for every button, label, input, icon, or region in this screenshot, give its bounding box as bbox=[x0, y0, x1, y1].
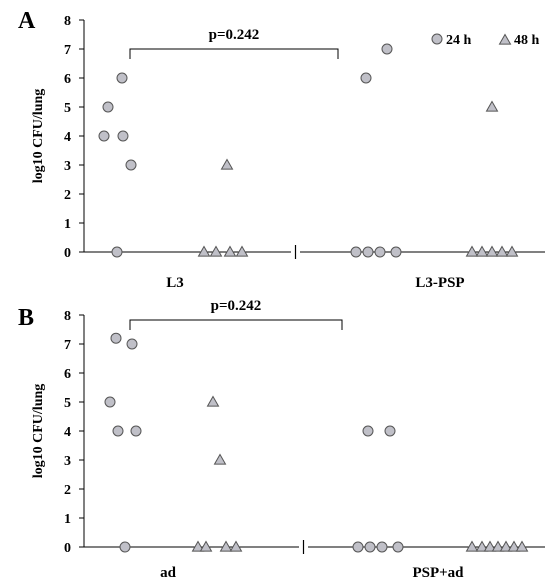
y-tick-label: 1 bbox=[64, 217, 71, 232]
y-axis-label: log10 CFU/lung bbox=[31, 384, 46, 479]
panel-label: B bbox=[18, 305, 34, 331]
data-point-48h bbox=[483, 540, 497, 552]
data-point-48h bbox=[491, 540, 505, 552]
data-point-24h bbox=[384, 425, 396, 437]
y-tick-label: 5 bbox=[64, 101, 71, 116]
y-tick-label: 0 bbox=[64, 246, 71, 261]
data-point-24h bbox=[110, 332, 122, 344]
y-tick-label: 6 bbox=[64, 367, 71, 382]
y-tick-label: 4 bbox=[64, 425, 71, 440]
data-point-24h bbox=[360, 72, 372, 84]
data-point-24h bbox=[119, 541, 131, 553]
data-point-48h bbox=[499, 540, 513, 552]
data-point-24h bbox=[350, 246, 362, 258]
data-point-48h bbox=[199, 540, 213, 552]
data-point-48h bbox=[209, 245, 223, 257]
data-point-48h bbox=[220, 158, 234, 170]
group-label: L3-PSP bbox=[415, 275, 464, 291]
y-tick-label: 1 bbox=[64, 512, 71, 527]
panel-label: A bbox=[18, 8, 36, 34]
y-tick-label: 2 bbox=[64, 188, 71, 203]
data-point-24h bbox=[376, 541, 388, 553]
data-point-24h bbox=[104, 396, 116, 408]
y-tick-label: 3 bbox=[64, 454, 71, 469]
data-point-24h bbox=[364, 541, 376, 553]
group-label: PSP+ad bbox=[412, 565, 464, 581]
data-point-24h bbox=[374, 246, 386, 258]
y-tick-label: 8 bbox=[64, 14, 71, 29]
data-point-24h bbox=[130, 425, 142, 437]
y-tick-label: 6 bbox=[64, 72, 71, 87]
data-point-24h bbox=[117, 130, 129, 142]
data-point-24h bbox=[116, 72, 128, 84]
data-point-48h bbox=[485, 245, 499, 257]
data-point-48h bbox=[213, 453, 227, 465]
significance-bracket bbox=[129, 319, 343, 330]
y-tick-label: 7 bbox=[64, 43, 71, 58]
group-label: L3 bbox=[166, 275, 184, 291]
data-point-48h bbox=[223, 245, 237, 257]
data-point-24h bbox=[362, 425, 374, 437]
data-point-48h bbox=[465, 245, 479, 257]
data-point-48h bbox=[219, 540, 233, 552]
data-point-48h bbox=[229, 540, 243, 552]
data-point-24h bbox=[111, 246, 123, 258]
group-label: ad bbox=[160, 565, 177, 581]
data-point-24h bbox=[352, 541, 364, 553]
data-point-24h bbox=[112, 425, 124, 437]
y-tick-label: 7 bbox=[64, 338, 71, 353]
y-tick-label: 4 bbox=[64, 130, 71, 145]
y-tick-label: 0 bbox=[64, 541, 71, 556]
data-point-24h bbox=[362, 246, 374, 258]
data-point-48h bbox=[206, 395, 220, 407]
data-point-48h bbox=[485, 100, 499, 112]
data-point-24h bbox=[392, 541, 404, 553]
data-point-24h bbox=[126, 338, 138, 350]
data-point-24h bbox=[381, 43, 393, 55]
y-axis-label: log10 CFU/lung bbox=[31, 89, 46, 184]
p-value-annotation: p=0.242 bbox=[209, 27, 260, 43]
data-point-24h bbox=[390, 246, 402, 258]
legend-label-48h: 48 h bbox=[514, 33, 540, 48]
data-point-24h bbox=[98, 130, 110, 142]
data-point-24h bbox=[102, 101, 114, 113]
data-point-48h bbox=[475, 540, 489, 552]
data-point-48h bbox=[515, 540, 529, 552]
data-point-48h bbox=[197, 245, 211, 257]
y-tick-label: 8 bbox=[64, 309, 71, 324]
data-point-48h bbox=[507, 540, 521, 552]
legend-triangle-marker bbox=[498, 33, 512, 45]
data-point-48h bbox=[505, 245, 519, 257]
data-point-48h bbox=[191, 540, 205, 552]
data-point-48h bbox=[495, 245, 509, 257]
p-value-annotation: p=0.242 bbox=[211, 298, 262, 314]
data-point-48h bbox=[475, 245, 489, 257]
y-tick-label: 5 bbox=[64, 396, 71, 411]
legend-circle-marker bbox=[431, 33, 443, 45]
significance-bracket bbox=[129, 48, 339, 59]
legend-label-24h: 24 h bbox=[446, 33, 472, 48]
data-point-48h bbox=[465, 540, 479, 552]
data-point-24h bbox=[125, 159, 137, 171]
y-tick-label: 3 bbox=[64, 159, 71, 174]
data-point-48h bbox=[235, 245, 249, 257]
y-tick-label: 2 bbox=[64, 483, 71, 498]
